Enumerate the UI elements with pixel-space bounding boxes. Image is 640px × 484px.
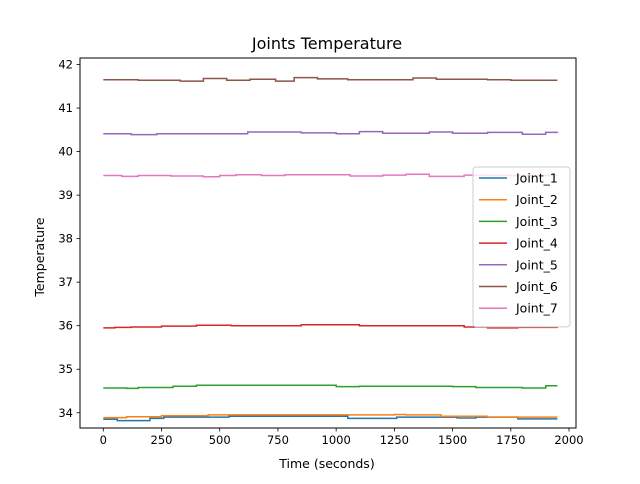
y-tick-label: 39 [58, 188, 73, 202]
chart-title: Joints Temperature [251, 34, 402, 53]
x-tick-label: 500 [209, 433, 231, 447]
legend-label: Joint_6 [515, 279, 558, 294]
series-line-joint-6 [103, 76, 558, 82]
legend-label: Joint_1 [515, 171, 558, 186]
y-tick-label: 40 [58, 145, 73, 159]
plot-frame [79, 57, 577, 429]
y-tick-label: 38 [58, 232, 73, 246]
x-tick-label: 1750 [496, 433, 525, 447]
x-tick-label: 1250 [380, 433, 409, 447]
y-tick-label: 42 [58, 58, 73, 72]
y-tick-label: 35 [58, 362, 73, 376]
y-tick-label: 41 [58, 101, 73, 115]
x-axis-ticks: 0 250 500 750 1000 1250 1500 1750 2000 [100, 428, 584, 447]
x-axis-label: Time (seconds) [278, 456, 374, 471]
series-line-joint-3 [103, 384, 558, 390]
x-tick-label: 750 [267, 433, 289, 447]
x-tick-label: 1000 [322, 433, 351, 447]
plot-lines [103, 76, 559, 422]
y-axis-ticks: 34 35 36 37 38 39 40 41 42 [58, 58, 80, 420]
x-tick-label: 0 [100, 433, 107, 447]
legend: Joint_1 Joint_2 Joint_3 Joint_4 Joint_5 Joint… [472, 166, 571, 328]
legend-label: Joint_5 [515, 257, 558, 272]
legend-label: Joint_4 [515, 236, 558, 251]
series-line-joint-5 [103, 130, 559, 136]
series-line-joint-7 [103, 173, 558, 178]
series-line-joint-2 [103, 413, 558, 419]
y-tick-label: 34 [58, 406, 73, 420]
x-tick-label: 250 [151, 433, 173, 447]
y-tick-label: 37 [58, 275, 73, 289]
series-line-joint-4 [103, 324, 559, 329]
x-tick-label: 2000 [554, 433, 583, 447]
y-axis-label: Temperature [32, 217, 47, 297]
legend-label: Joint_3 [515, 214, 558, 229]
y-tick-label: 36 [58, 319, 73, 333]
series-line-joint-1 [103, 415, 558, 422]
legend-label: Joint_2 [515, 192, 558, 207]
x-tick-label: 1500 [438, 433, 467, 447]
legend-label: Joint_7 [515, 301, 558, 316]
